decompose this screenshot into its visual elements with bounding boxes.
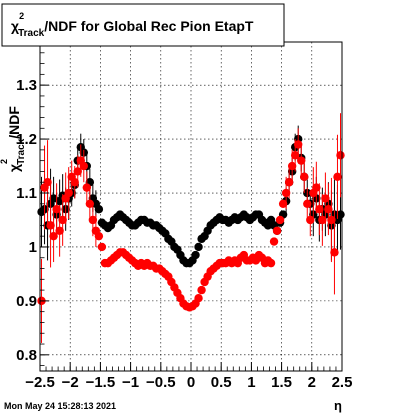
x-tick-label: −1.5 <box>86 374 116 391</box>
chart-title: χ2 Track/NDF for Global Rec Pion EtapT <box>11 11 254 39</box>
title-symbol: χ <box>11 18 19 34</box>
data-point <box>321 194 330 203</box>
title-subscript: Track <box>18 28 45 39</box>
data-point <box>191 250 200 260</box>
data-point <box>333 172 342 182</box>
data-point <box>297 156 306 165</box>
ylabel-symbol: χ <box>6 164 22 172</box>
data-point <box>315 204 324 214</box>
x-tick-label: −2 <box>62 374 79 391</box>
data-point <box>88 215 98 225</box>
data-point <box>82 183 92 192</box>
y-tick-label: 1.1 <box>16 185 37 202</box>
series-1 <box>37 113 345 343</box>
y-tick-label: 1.2 <box>16 131 37 148</box>
data-point <box>64 188 73 198</box>
y-tick-label: 1.3 <box>16 77 37 94</box>
data-point <box>300 172 309 182</box>
data-point <box>197 285 206 295</box>
y-tick-labels: 0.8 0.9 1 1.1 1.2 1.3 <box>16 77 37 364</box>
data-point <box>272 226 282 235</box>
grid-lines <box>40 42 342 371</box>
data-point <box>194 293 203 303</box>
data-point <box>290 151 300 160</box>
x-tick-label: 1.5 <box>271 374 292 391</box>
data-point <box>278 199 288 209</box>
data-point <box>327 215 336 225</box>
x-tick-label: 0 <box>187 374 195 391</box>
data-markers <box>37 113 345 343</box>
data-point <box>70 178 79 187</box>
data-point <box>324 204 333 214</box>
x-tick-label: −0.5 <box>146 374 176 391</box>
x-axis-label: η <box>334 398 342 413</box>
data-point <box>318 215 327 225</box>
data-point <box>306 215 315 225</box>
x-tick-label: 0.5 <box>211 374 232 391</box>
title-superscript: 2 <box>19 11 24 21</box>
title-box: χ2 Track/NDF for Global Rec Pion EtapT <box>1 3 285 47</box>
data-point <box>336 210 345 219</box>
x-tick-label: −2.5 <box>25 374 55 391</box>
data-point <box>330 248 339 257</box>
data-point <box>49 231 58 241</box>
data-point <box>287 161 297 171</box>
x-tick-label: −1 <box>122 374 139 391</box>
y-tick-label: 1 <box>29 239 37 256</box>
y-tick-label: 0.9 <box>16 293 37 310</box>
axis-ticks <box>39 41 343 371</box>
data-point <box>73 167 82 176</box>
data-point <box>312 183 321 192</box>
y-tick-label: 0.8 <box>16 347 37 364</box>
data-point <box>266 258 276 268</box>
ylabel-text: /NDF <box>6 106 22 139</box>
data-point <box>275 215 285 225</box>
data-point <box>294 140 303 149</box>
data-point <box>85 199 95 209</box>
x-tick-labels: −2.5 −2 −1.5 −1 −0.5 0 0.5 1 1.5 2 2.5 <box>25 374 352 391</box>
data-point <box>281 188 291 198</box>
data-point <box>52 204 61 214</box>
data-point <box>79 161 88 171</box>
data-point <box>97 242 107 252</box>
data-point <box>55 226 64 235</box>
x-tick-label: 2.5 <box>332 374 353 391</box>
data-point <box>46 221 55 230</box>
data-point <box>269 237 279 246</box>
data-point <box>336 151 345 160</box>
data-point <box>303 199 312 209</box>
data-point <box>94 231 104 241</box>
data-point <box>94 204 104 214</box>
data-point <box>284 178 294 187</box>
title-text: /NDF for Global Rec Pion EtapT <box>44 18 254 34</box>
data-point <box>43 178 52 187</box>
data-point <box>58 215 67 225</box>
ylabel-subscript: Track <box>16 138 27 165</box>
x-tick-label: 2 <box>308 374 316 391</box>
ylabel-superscript: 2 <box>0 159 9 164</box>
y-axis-label: χ2 Track/NDF <box>0 106 27 172</box>
data-point <box>194 242 203 252</box>
timestamp: Mon May 24 15:28:13 2021 <box>4 401 116 411</box>
x-tick-label: 1 <box>247 374 255 391</box>
